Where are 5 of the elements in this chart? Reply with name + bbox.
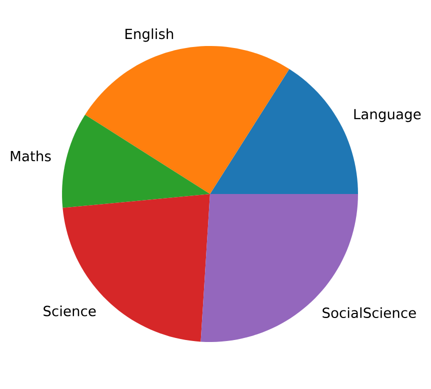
slice-label: Science — [44, 306, 96, 316]
slice-label: Language — [354, 109, 421, 122]
slice-label: Maths — [10, 150, 51, 162]
slice-label: English — [126, 28, 174, 42]
slice-label: SocialScience — [322, 307, 416, 318]
